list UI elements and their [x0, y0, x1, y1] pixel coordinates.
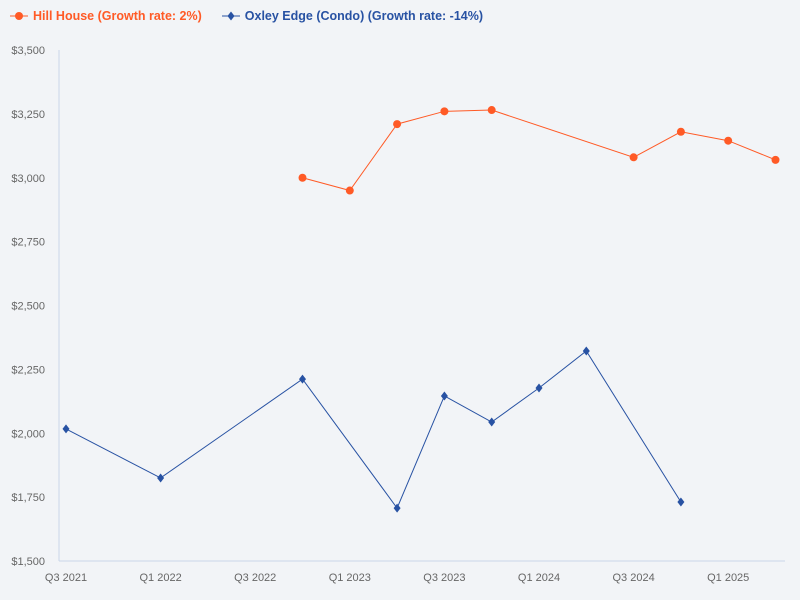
- y-tick-label: $1,500: [11, 556, 45, 568]
- y-tick-label: $2,250: [11, 364, 45, 376]
- oxley-edge-data-point: [157, 473, 165, 483]
- oxley-edge-data-point: [582, 346, 590, 356]
- hill-house-data-point: [487, 106, 496, 115]
- hill-house-data-point: [629, 153, 638, 162]
- hill-house-data-point: [771, 155, 780, 164]
- oxley-edge-series-line: [65, 350, 682, 510]
- y-tick-label: $3,500: [11, 45, 45, 57]
- x-tick-label: Q3 2021: [45, 572, 87, 584]
- legend-item-hill-house[interactable]: Hill House (Growth rate: 2%): [10, 9, 202, 23]
- oxley-edge-data-point: [488, 417, 496, 427]
- y-tick-label: $3,000: [11, 173, 45, 185]
- y-tick-label: $3,250: [11, 109, 45, 121]
- legend-label: Hill House (Growth rate: 2%): [33, 9, 202, 23]
- x-tick-label: Q1 2024: [518, 572, 560, 584]
- hill-house-data-point: [298, 173, 307, 182]
- hill-house-data-point: [676, 127, 685, 136]
- legend: Hill House (Growth rate: 2%) Oxley Edge (…: [10, 9, 483, 23]
- legend-item-oxley-edge[interactable]: Oxley Edge (Condo) (Growth rate: -14%): [221, 9, 483, 23]
- hill-house-data-point: [393, 120, 402, 129]
- oxley-edge-data-point: [299, 374, 306, 384]
- legend-label: Oxley Edge (Condo) (Growth rate: -14%): [244, 9, 483, 23]
- y-tick-label: $2,000: [11, 428, 45, 440]
- x-tick-label: Q3 2022: [234, 572, 276, 584]
- x-tick-label: Q1 2022: [139, 572, 181, 584]
- y-tick-label: $2,750: [11, 237, 45, 249]
- hill-house-data-point: [345, 186, 354, 195]
- x-tick-label: Q1 2023: [329, 572, 371, 584]
- x-tick-label: Q1 2025: [707, 572, 749, 584]
- oxley-edge-data-point: [677, 497, 685, 507]
- oxley-edge-data-point: [62, 424, 70, 434]
- x-tick-label: Q3 2024: [612, 572, 654, 584]
- diamond-marker-icon: [221, 11, 240, 21]
- y-tick-label: $2,500: [11, 301, 45, 313]
- y-tick-label: $1,750: [11, 492, 45, 504]
- hill-house-series-line: [302, 109, 776, 192]
- hill-house-data-point: [724, 136, 733, 145]
- oxley-edge-data-point: [440, 391, 448, 401]
- x-tick-label: Q3 2023: [423, 572, 465, 584]
- oxley-edge-data-point: [393, 503, 401, 513]
- oxley-edge-data-point: [535, 383, 543, 393]
- hill-house-data-point: [440, 107, 449, 116]
- circle-marker-icon: [10, 12, 28, 20]
